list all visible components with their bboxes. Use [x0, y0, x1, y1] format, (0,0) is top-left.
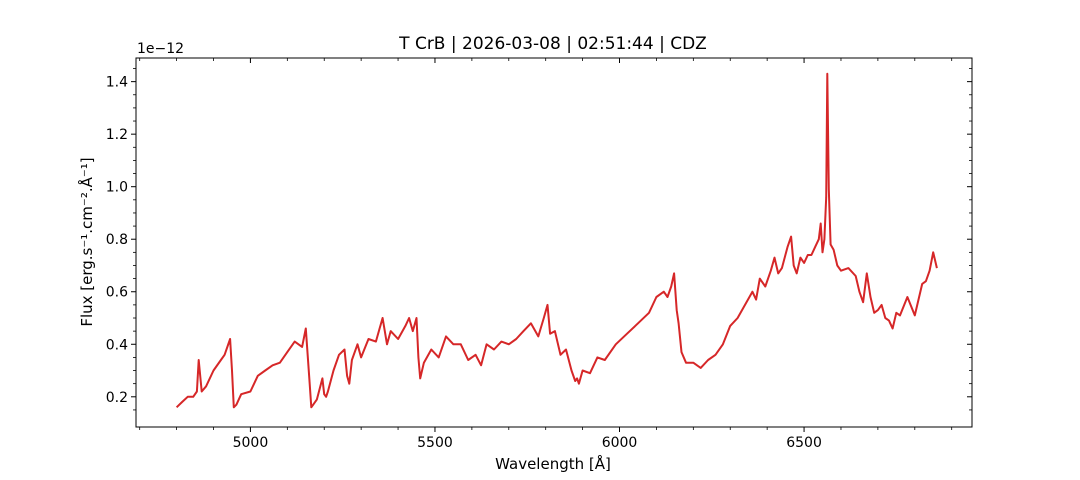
y-tick-label: 1.4 [106, 75, 128, 91]
spectrum-series-line [175, 72, 938, 409]
y-tick-label: 0.4 [106, 337, 128, 353]
x-tick-label: 5000 [233, 435, 269, 451]
y-axis-label: Flux [erg.s⁻¹.cm⁻².Å⁻¹] [77, 157, 96, 326]
chart-title: T CrB | 2026-03-08 | 02:51:44 | CDZ [398, 34, 707, 54]
y-tick-label: 0.8 [106, 232, 128, 248]
x-tick-label: 6000 [602, 435, 638, 451]
y-axis-offset-label: 1e−12 [137, 41, 184, 57]
y-tick-label: 1.2 [106, 127, 128, 143]
y-tick-label: 0.6 [106, 285, 128, 301]
x-axis-label: Wavelength [Å] [495, 454, 611, 473]
x-tick-label: 6500 [786, 435, 822, 451]
y-tick-label: 1.0 [106, 180, 128, 196]
plot-area-frame [135, 57, 973, 428]
x-tick-label: 5500 [417, 435, 453, 451]
y-tick-label: 0.2 [106, 390, 128, 406]
